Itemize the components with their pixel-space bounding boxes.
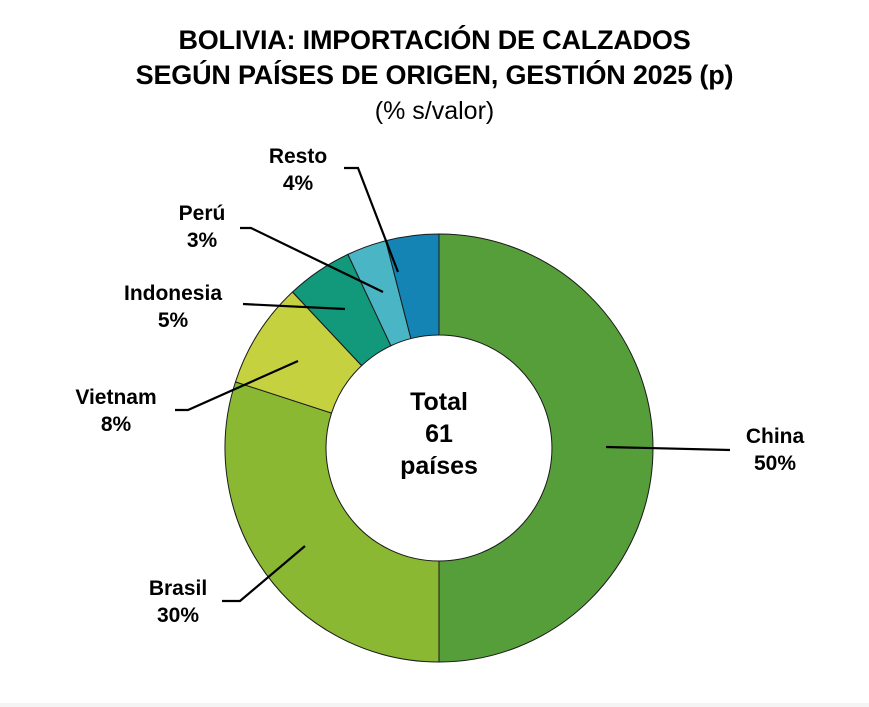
label-indonesia: Indonesia 5%	[124, 280, 222, 334]
center-count: 61	[425, 420, 453, 448]
label-peru-pct: 3%	[186, 229, 218, 252]
leader-line-resto	[344, 166, 400, 273]
leader-line-brasil	[222, 545, 306, 603]
center-total: Total	[410, 388, 468, 416]
label-brasil-pct: 30%	[156, 604, 200, 627]
label-resto: Resto 4%	[269, 143, 327, 197]
label-vietnam-name: Vietnam	[75, 386, 157, 409]
label-resto-pct: 4%	[282, 172, 314, 195]
leader-lines	[175, 166, 731, 603]
chart-subtitle: (% s/valor)	[374, 97, 495, 125]
donut-center-label: Total 61 países	[400, 386, 478, 482]
leader-line-peru	[240, 226, 384, 293]
label-china-name: China	[745, 425, 805, 448]
label-china-pct: 50%	[753, 452, 797, 475]
label-indonesia-pct: 5%	[157, 309, 189, 332]
leader-line-indonesia	[242, 302, 346, 311]
chart-title-line2: SEGÚN PAÍSES DE ORIGEN, GESTIÓN 2025 (p)	[135, 60, 734, 90]
chart-title-line1: BOLIVIA: IMPORTACIÓN DE CALZADOS	[178, 25, 691, 55]
slice-china	[438, 233, 654, 663]
label-vietnam-pct: 8%	[100, 413, 132, 436]
label-china: China 50%	[746, 423, 804, 477]
label-peru: Perú 3%	[179, 200, 226, 254]
donut-slices	[224, 233, 654, 663]
label-resto-name: Resto	[268, 145, 328, 168]
label-brasil: Brasil 30%	[149, 575, 207, 629]
label-indonesia-name: Indonesia	[123, 282, 223, 305]
center-unit: países	[400, 452, 478, 480]
footer-strip	[0, 703, 869, 707]
leader-line-china	[605, 445, 731, 452]
label-vietnam: Vietnam 8%	[75, 384, 156, 438]
label-brasil-name: Brasil	[148, 577, 208, 600]
slice-resto	[385, 233, 440, 340]
label-peru-name: Perú	[178, 202, 226, 225]
leader-line-vietnam	[175, 359, 299, 412]
slice-brasil	[224, 381, 440, 663]
